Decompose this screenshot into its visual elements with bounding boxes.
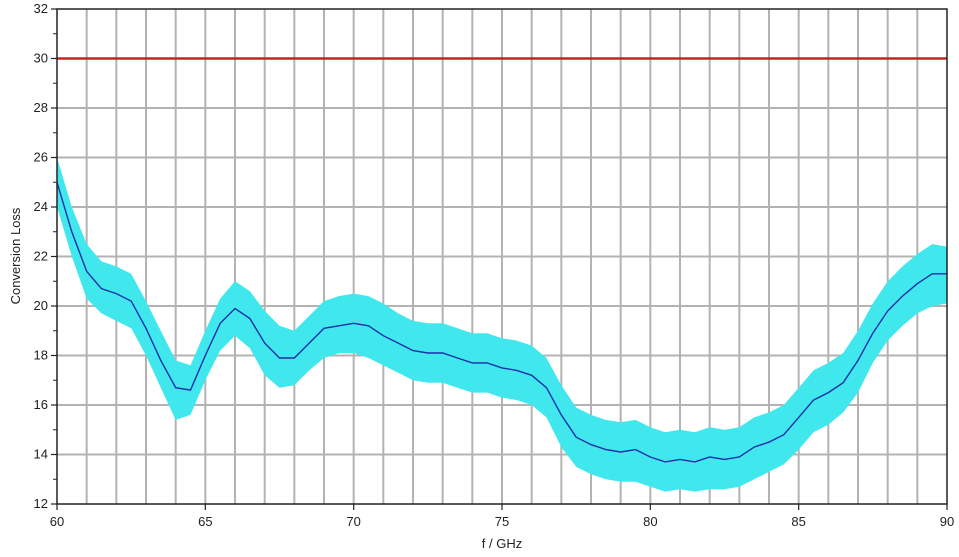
x-axis-title: f / GHz: [482, 536, 522, 551]
y-axis: 12 14 16 18 20 22 24 26 28 30 32: [34, 1, 57, 511]
series-line: [56, 182, 947, 463]
y-tick-label: 24: [34, 199, 48, 214]
x-tick-label: 80: [643, 514, 657, 529]
y-tick-label: 16: [34, 397, 48, 412]
x-tick-label: 75: [495, 514, 509, 529]
y-tick-label: 14: [34, 447, 48, 462]
x-tick-label: 70: [346, 514, 360, 529]
x-axis: 60 65 70 75 80 85 90: [50, 504, 954, 529]
y-tick-label: 22: [34, 249, 48, 264]
y-tick-label: 26: [34, 150, 48, 165]
uncertainty-band: [57, 157, 947, 492]
y-tick-label: 20: [34, 298, 48, 313]
y-tick-label: 30: [34, 51, 48, 66]
x-tick-label: 65: [198, 514, 212, 529]
band-area: [57, 157, 947, 492]
y-axis-title: Conversion Loss: [8, 207, 23, 304]
y-tick-label: 18: [34, 348, 48, 363]
y-tick-label: 32: [34, 1, 48, 16]
y-tick-label: 12: [34, 496, 48, 511]
x-tick-label: 90: [940, 514, 954, 529]
x-tick-label: 60: [50, 514, 64, 529]
conversion-loss-line: [56, 182, 947, 463]
y-tick-label: 28: [34, 100, 48, 115]
x-tick-label: 85: [791, 514, 805, 529]
